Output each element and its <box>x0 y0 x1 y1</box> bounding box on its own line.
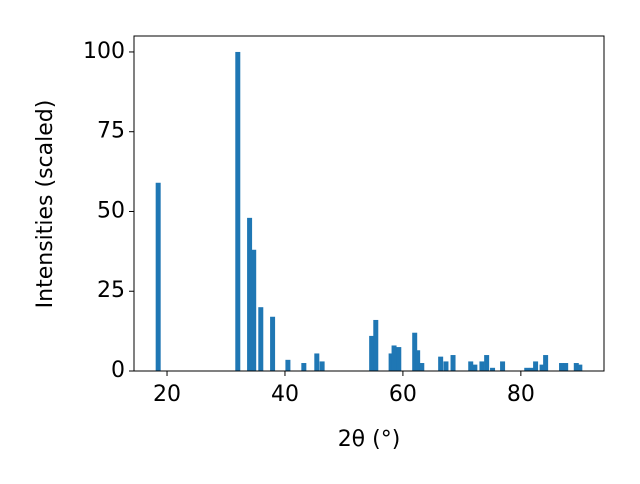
bar <box>396 347 402 371</box>
bar <box>251 249 257 371</box>
bar <box>155 182 161 371</box>
bar <box>443 361 449 371</box>
y-tick-label: 50 <box>97 198 125 223</box>
bar <box>388 353 394 371</box>
bar <box>270 316 276 371</box>
bar <box>258 307 264 371</box>
x-axis-label: 2θ (°) <box>338 427 401 452</box>
bar <box>500 361 506 371</box>
plot-frame <box>133 35 605 372</box>
bar <box>412 332 418 371</box>
bar <box>468 361 474 371</box>
bar <box>543 355 549 371</box>
y-tick-label: 75 <box>97 119 125 144</box>
bar <box>573 363 579 371</box>
bar <box>559 363 565 371</box>
x-tick-label: 80 <box>507 382 535 407</box>
bar <box>415 350 421 371</box>
bar <box>419 363 425 371</box>
bar <box>528 367 534 371</box>
bar <box>479 361 485 371</box>
bar <box>484 355 490 371</box>
y-tick-label: 0 <box>111 358 125 383</box>
bar <box>369 335 375 371</box>
bar <box>301 363 307 371</box>
bar <box>285 359 291 371</box>
bar <box>524 367 530 371</box>
bar <box>373 319 379 371</box>
bar <box>247 217 253 371</box>
x-tick-label: 40 <box>271 382 299 407</box>
y-tick-label: 25 <box>97 278 125 303</box>
bar <box>438 356 444 371</box>
bar <box>490 367 496 371</box>
x-tick-label: 60 <box>389 382 417 407</box>
y-tick-label: 100 <box>83 39 125 64</box>
bar <box>235 51 241 371</box>
bar <box>450 355 456 371</box>
bar <box>319 361 325 371</box>
bar <box>577 364 583 371</box>
bar <box>539 364 545 371</box>
bar <box>391 345 397 371</box>
bar <box>563 363 569 371</box>
x-tick-label: 20 <box>153 382 181 407</box>
bar <box>533 361 539 371</box>
bar <box>314 353 320 371</box>
y-axis-label: Intensities (scaled) <box>33 100 58 309</box>
bar <box>472 364 478 371</box>
